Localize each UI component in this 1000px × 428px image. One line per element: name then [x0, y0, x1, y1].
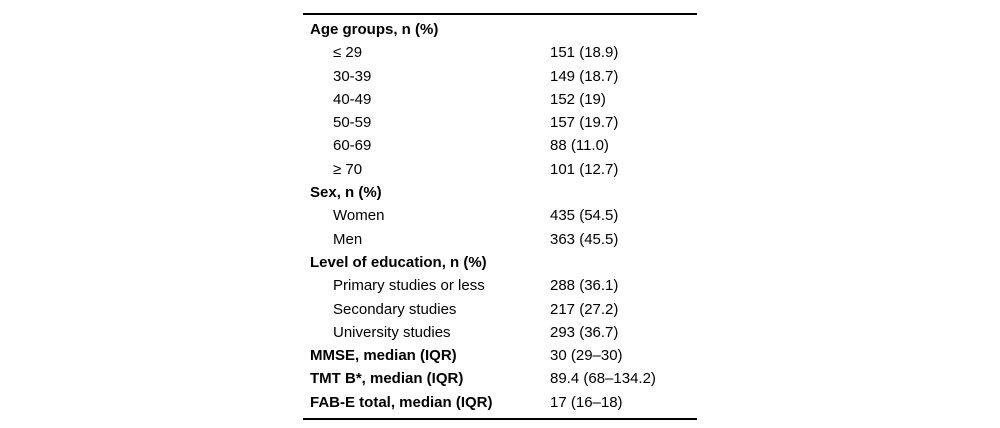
row-value: 217 (27.2)	[550, 300, 619, 318]
row-label: Women	[333, 207, 385, 225]
table-row: ≥ 70 101 (12.7)	[303, 158, 697, 181]
row-value: 293 (36.7)	[550, 323, 619, 341]
row-label: TMT B*, median (IQR)	[310, 370, 464, 388]
row-label: Age groups, n (%)	[310, 21, 439, 38]
table-row: MMSE, median (IQR) 30 (29–30)	[303, 344, 697, 367]
table-row: 60-69 88 (11.0)	[303, 134, 697, 157]
row-value: 151 (18.9)	[550, 44, 619, 62]
row-label: Secondary studies	[333, 300, 457, 318]
row-label: Sex, n (%)	[310, 184, 382, 202]
table-row: Men 363 (45.5)	[303, 228, 697, 251]
row-label: 40-49	[333, 90, 372, 108]
table-row: 40-49 152 (19)	[303, 88, 697, 111]
row-label: Primary studies or less	[333, 277, 485, 295]
row-value: 101 (12.7)	[550, 160, 619, 178]
row-label: MMSE, median (IQR)	[310, 347, 457, 365]
table-row: Level of education, n (%)	[303, 251, 697, 274]
row-label: Level of education, n (%)	[310, 253, 487, 271]
row-label: University studies	[333, 323, 451, 341]
row-label: ≤ 29	[333, 44, 363, 62]
row-value: 149 (18.7)	[550, 67, 619, 85]
table-row: Age groups, n (%)	[303, 18, 697, 41]
table-row: Primary studies or less 288 (36.1)	[303, 274, 697, 297]
row-value: 435 (54.5)	[550, 207, 619, 225]
table-row: Sex, n (%)	[303, 181, 697, 204]
table-row: TMT B*, median (IQR) 89.4 (68–134.2)	[303, 367, 697, 390]
row-value: 363 (45.5)	[550, 230, 619, 248]
table-row: Women 435 (54.5)	[303, 204, 697, 227]
row-label: FAB-E total, median (IQR)	[310, 393, 493, 411]
row-value: 30 (29–30)	[550, 347, 623, 365]
row-label: Men	[333, 230, 363, 248]
row-value: 17 (16–18)	[550, 393, 623, 411]
table-row: FAB-E total, median (IQR) 17 (16–18)	[303, 391, 697, 414]
row-value: 88 (11.0)	[550, 137, 609, 155]
demographics-table: Age groups, n (%) ≤ 29 151 (18.9) 30-39 …	[303, 13, 697, 421]
table-row: ≤ 29 151 (18.9)	[303, 41, 697, 64]
row-value: 89.4 (68–134.2)	[550, 370, 656, 388]
table-row: 50-59 157 (19.7)	[303, 111, 697, 134]
row-label: ≥ 70	[333, 160, 363, 178]
row-value: 157 (19.7)	[550, 114, 619, 132]
row-value: 288 (36.1)	[550, 277, 619, 295]
table-row: University studies 293 (36.7)	[303, 321, 697, 344]
table-row: 30-39 149 (18.7)	[303, 65, 697, 88]
row-label: 50-59	[333, 114, 372, 132]
row-value: 152 (19)	[550, 90, 606, 108]
table-row: Secondary studies 217 (27.2)	[303, 298, 697, 321]
row-label: 60-69	[333, 137, 372, 155]
row-label: 30-39	[333, 67, 372, 85]
